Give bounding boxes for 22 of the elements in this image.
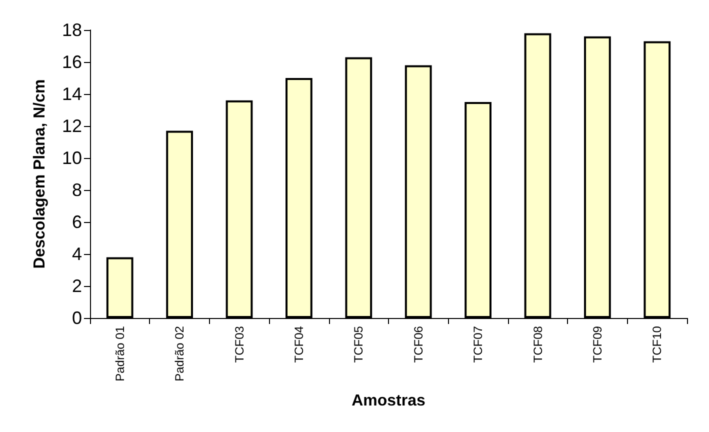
x-tick-label: TCF06 [411,326,426,363]
y-tick-label: 16 [62,52,82,72]
x-tick-label: TCF09 [590,326,604,363]
x-tick-label: TCF10 [650,326,664,363]
y-tick-label: 0 [72,308,82,328]
y-axis-title: Descolagem Plana, N/cm [32,79,48,269]
y-tick-label: 8 [72,180,82,200]
y-tick-label: 2 [72,276,82,296]
x-tick-label: TCF04 [292,326,306,363]
x-tick-label: TCF05 [352,326,366,363]
y-tick-label: 12 [62,116,82,136]
x-tick-label: Padrão 01 [112,326,127,382]
x-tick-label: TCF03 [232,326,246,363]
y-tick-label: 18 [62,20,82,40]
y-tick-label: 14 [62,84,82,104]
x-axis-title: Amostras [352,392,426,410]
x-tick-label: TCF08 [530,326,545,363]
y-tick-label: 10 [62,148,82,168]
x-tick-label: TCF07 [471,326,486,363]
x-tick-label: Padrão 02 [172,326,187,382]
y-tick-label: 4 [72,244,82,264]
y-tick-label: 6 [72,212,82,232]
